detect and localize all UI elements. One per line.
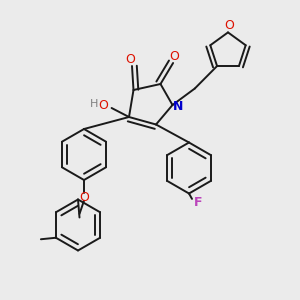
Text: O: O [170,50,179,64]
Text: O: O [79,190,89,204]
Text: O: O [225,19,234,32]
Text: N: N [173,100,183,113]
Text: O: O [126,53,135,66]
Text: O: O [99,98,108,112]
Text: F: F [194,196,202,209]
Text: H: H [90,98,99,109]
